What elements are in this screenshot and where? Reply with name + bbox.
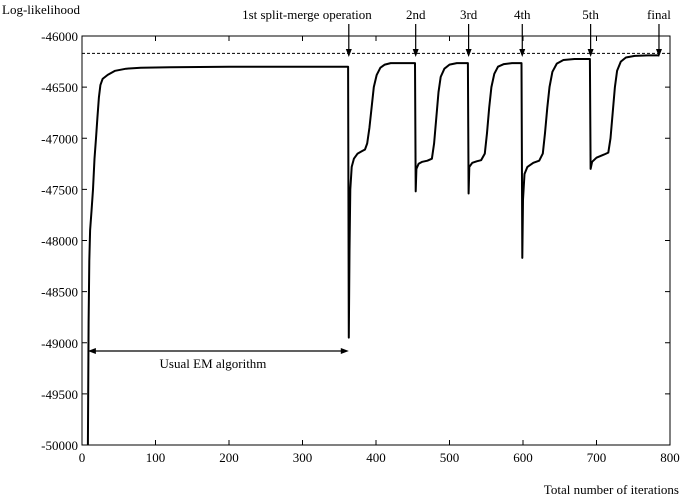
y-tick-label: -48500 <box>41 285 78 300</box>
annotation-arrow-head <box>465 49 472 57</box>
y-tick-label: -49000 <box>41 336 78 351</box>
y-tick-label: -47500 <box>41 182 78 197</box>
range-annotation-label: Usual EM algorithm <box>160 356 267 371</box>
annotation-label: 5th <box>582 7 599 22</box>
x-tick-label: 400 <box>366 450 386 465</box>
log-likelihood-line <box>86 54 659 446</box>
annotation-arrow-head <box>587 49 594 57</box>
annotation-arrow-head <box>345 49 352 57</box>
range-arrow-head-left <box>87 348 96 354</box>
y-tick-label: -47000 <box>41 131 78 146</box>
x-tick-label: 600 <box>513 450 533 465</box>
y-tick-label: -46000 <box>41 29 78 44</box>
x-tick-label: 0 <box>79 450 86 465</box>
x-tick-label: 700 <box>587 450 607 465</box>
x-tick-label: 800 <box>660 450 680 465</box>
annotation-label: 4th <box>514 7 531 22</box>
y-axis-title: Log-likelihood <box>2 2 80 17</box>
annotation-arrow-head <box>412 49 419 57</box>
annotation-label: 1st split-merge operation <box>242 7 372 22</box>
y-tick-label: -49500 <box>41 387 78 402</box>
annotation-label: 3rd <box>460 7 478 22</box>
x-tick-label: 300 <box>293 450 313 465</box>
x-tick-label: 100 <box>146 450 166 465</box>
range-arrow-head-right <box>340 348 349 354</box>
y-tick-label: -50000 <box>41 438 78 453</box>
series-layer <box>82 52 670 446</box>
annotation-label: final <box>647 7 671 22</box>
y-tick-label: -46500 <box>41 80 78 95</box>
annotation-label: 2nd <box>406 7 426 22</box>
axis-ticks: 0 100 200 300 400 500 600 700 800 -46000 -46500 -47… <box>41 29 680 465</box>
plot-frame <box>81 35 671 446</box>
annotation-arrow-head <box>655 49 662 57</box>
x-tick-label: 200 <box>219 450 239 465</box>
y-tick-label: -48000 <box>41 234 78 249</box>
annotation-arrow-head <box>519 49 526 57</box>
x-axis-title: Total number of iterations <box>544 482 679 497</box>
x-tick-label: 500 <box>440 450 460 465</box>
annotation-layer: 1st split-merge operation 2nd 3rd 4th 5th fin… <box>87 7 671 371</box>
